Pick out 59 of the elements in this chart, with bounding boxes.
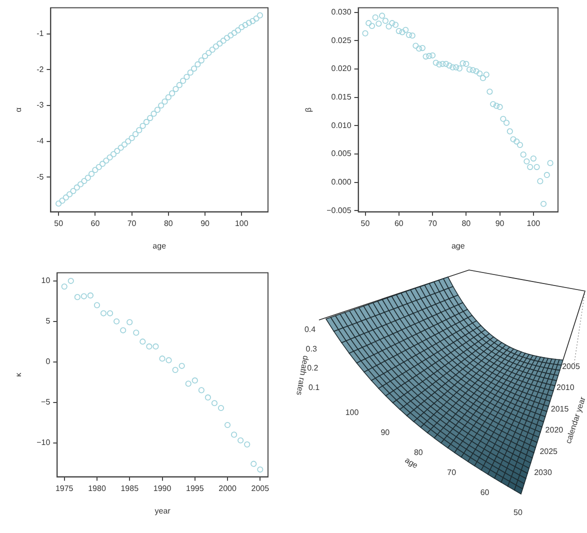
y-tick-label: 0.005 [331, 149, 352, 158]
x-tick-label: 90 [200, 218, 210, 228]
x-axis-title: age [451, 241, 466, 250]
x-tick-label: 1975 [55, 484, 74, 493]
x-tick-label: 70 [428, 218, 438, 228]
x-tick-label: 80 [462, 218, 472, 228]
x-tick-label: 1980 [88, 484, 106, 493]
x-tick-label: 60 [394, 218, 404, 228]
x-axis-title: year [154, 506, 171, 516]
y-tick-label: -3 [36, 100, 44, 110]
text: 2005 [562, 362, 580, 371]
y-tick-label: -2 [36, 64, 44, 74]
text: 2030 [534, 468, 552, 477]
text: 0.1 [308, 383, 320, 392]
y-tick-label: −0.005 [326, 206, 352, 215]
y-axis-title: β [304, 107, 314, 112]
x-tick-label: 2000 [218, 484, 237, 493]
y-axis-title: κ [14, 372, 24, 377]
x-tick-label: 1995 [186, 484, 204, 493]
y-axis-title: α [14, 107, 24, 112]
x-tick-label: 90 [495, 218, 505, 228]
x-tick-label: 70 [127, 218, 137, 228]
text: 50 [514, 508, 523, 517]
y-tick-label: 0.025 [331, 36, 352, 45]
y-tick-label: -4 [36, 136, 44, 146]
text: age [403, 456, 420, 471]
y-tick-label: 0 [46, 357, 51, 366]
text: 2015 [550, 404, 570, 414]
x-tick-label: 60 [90, 218, 100, 228]
x-tick-label: 50 [54, 218, 64, 228]
y-tick-label: 0.010 [331, 120, 352, 130]
x-tick-label: 1985 [120, 484, 140, 493]
text: 70 [447, 468, 457, 477]
x-tick-label: 100 [526, 218, 541, 228]
text: 80 [414, 448, 424, 457]
y-tick-label: 0.000 [331, 178, 352, 187]
x-tick-label: 100 [234, 218, 249, 228]
text: 100 [345, 408, 360, 417]
y-tick-label: 0.030 [331, 8, 352, 17]
x-axis-title: age [152, 241, 167, 250]
y-tick-label: −5 [41, 398, 51, 407]
text: 0.3 [306, 344, 318, 354]
text: 2020 [545, 426, 564, 435]
y-tick-label: 10 [41, 276, 51, 286]
y-tick-label: 0.015 [331, 92, 352, 102]
text: 90 [380, 428, 390, 437]
x-tick-label: 1990 [153, 484, 172, 493]
y-tick-label: 5 [46, 316, 51, 326]
text: 0.4 [304, 325, 316, 334]
x-tick-label: 50 [360, 218, 370, 228]
text: 2010 [556, 383, 575, 392]
y-tick-label: −10 [36, 438, 51, 448]
y-tick-label: 0.020 [331, 64, 352, 74]
x-tick-label: 2005 [251, 484, 270, 493]
y-tick-label: -1 [36, 29, 44, 38]
text: 2025 [540, 446, 558, 456]
text: 0.2 [307, 364, 319, 373]
y-tick-label: -5 [36, 172, 44, 182]
x-tick-label: 80 [164, 218, 174, 228]
